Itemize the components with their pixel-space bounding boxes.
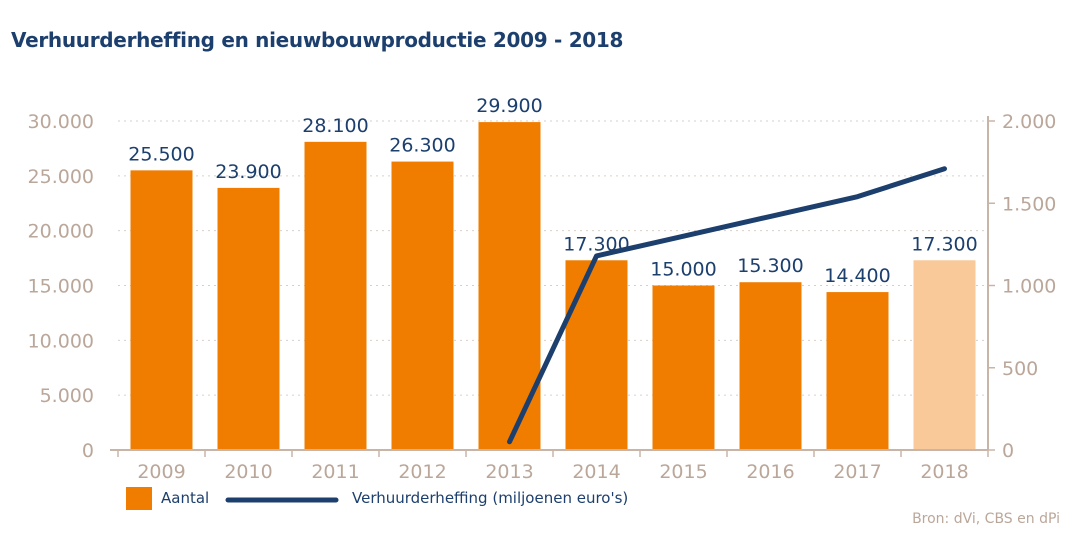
- bar-2010: [217, 187, 280, 450]
- y-left-tick-label: 25.000: [28, 166, 94, 188]
- x-tick-label: 2017: [833, 461, 881, 483]
- bar-value-label: 25.500: [128, 143, 194, 165]
- bar-value-label: 29.900: [476, 95, 542, 117]
- bar-value-label: 15.000: [650, 259, 716, 281]
- y-left-tick-label: 0: [82, 440, 94, 462]
- bar-2009: [130, 170, 193, 450]
- legend: Aantal Verhuurderheffing (miljoenen euro…: [126, 487, 628, 510]
- bar-value-label: 15.300: [737, 255, 803, 277]
- y-left-tick-label: 30.000: [28, 111, 94, 133]
- y-left-tick-label: 10.000: [28, 330, 94, 352]
- bar-value-label: 14.400: [824, 265, 890, 287]
- x-tick-label: 2012: [398, 461, 446, 483]
- x-tick-label: 2018: [920, 461, 968, 483]
- x-tick-label: 2016: [746, 461, 794, 483]
- bar-2012: [391, 161, 454, 450]
- y-right-tick-label: 500: [1002, 358, 1038, 380]
- axes: 0 5.000 10.000 15.000 20.000 25.000 30.000 0 500…: [28, 111, 1057, 483]
- bar-2017: [826, 292, 889, 450]
- x-tick-label: 2015: [659, 461, 707, 483]
- y-left-tick-label: 20.000: [28, 221, 94, 243]
- source-note: Bron: dVi, CBS en dPi: [912, 511, 1060, 527]
- bar-value-label: 23.900: [215, 161, 281, 183]
- legend-bar-label: Aantal: [161, 489, 209, 507]
- x-tick-label: 2013: [485, 461, 533, 483]
- bar-2016: [739, 282, 802, 450]
- x-tick-label: 2014: [572, 461, 620, 483]
- bar-2014: [565, 260, 628, 450]
- bar-2011: [304, 141, 367, 450]
- y-right-tick-label: 2.000: [1002, 111, 1056, 133]
- bar-2018: [913, 260, 976, 450]
- legend-line-label: Verhuurderheffing (miljoenen euro's): [352, 489, 628, 507]
- y-right-tick-label: 1.500: [1002, 193, 1056, 215]
- chart-title: Verhuurderheffing en nieuwbouwproductie …: [11, 28, 624, 52]
- bar-value-label: 26.300: [389, 135, 455, 157]
- x-tick-label: 2011: [311, 461, 359, 483]
- y-right-tick-label: 0: [1002, 440, 1014, 462]
- verhuurderheffing-line: [507, 166, 947, 445]
- y-left-tick-label: 5.000: [40, 385, 94, 407]
- bar-value-label: 17.300: [563, 233, 629, 255]
- bar-2015: [652, 285, 715, 450]
- data-labels: 25.500 23.900 28.100 26.300 29.900 17.300 15.0…: [128, 95, 977, 287]
- y-right-tick-label: 1.000: [1002, 276, 1056, 298]
- x-tick-label: 2010: [224, 461, 272, 483]
- line-series: [507, 166, 947, 445]
- x-tick-label: 2009: [137, 461, 185, 483]
- legend-bar-swatch: [126, 487, 152, 510]
- bar-value-label: 28.100: [302, 115, 368, 137]
- bars: [130, 122, 976, 450]
- bar-value-label: 17.300: [911, 233, 977, 255]
- y-left-tick-label: 15.000: [28, 276, 94, 298]
